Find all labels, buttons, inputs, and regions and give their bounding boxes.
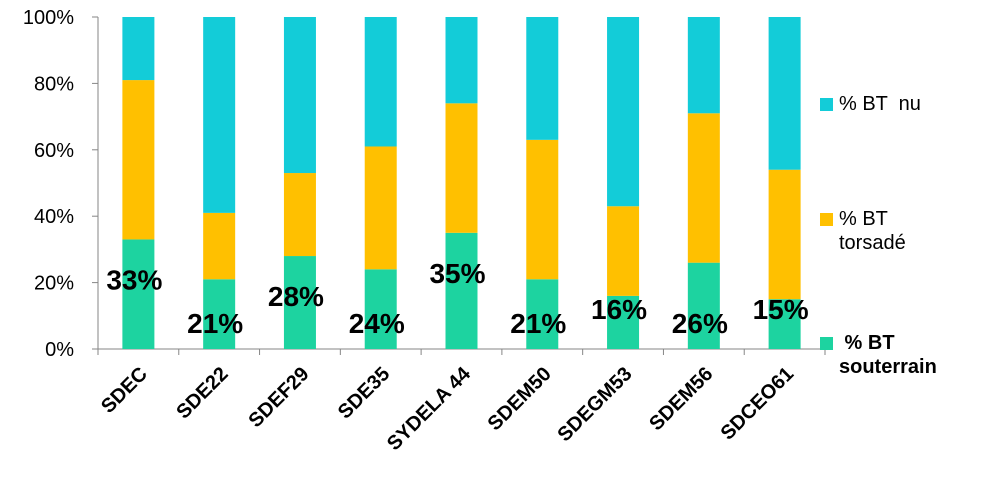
bar-segment-nu xyxy=(768,17,801,170)
y-tick-label: 20% xyxy=(34,273,74,295)
bar-segment-torsade xyxy=(364,146,397,270)
bar-segment-torsade xyxy=(526,139,559,280)
bar-segment-nu xyxy=(364,17,397,147)
legend-label-bt-torsade: % BT torsadé xyxy=(839,208,906,254)
data-labels: 33% 21% 28% 24% 35% 21% 16% 26% 15% xyxy=(106,258,808,339)
bar-segment-souterrain xyxy=(607,295,640,349)
x-tick-label: SDE22 xyxy=(172,363,232,423)
legend-item-bt-torsade: % BT torsadé xyxy=(820,207,906,255)
data-label: 28% xyxy=(268,281,324,312)
x-tick-label: SDEF29 xyxy=(244,363,313,432)
bar-segment-souterrain xyxy=(122,239,155,349)
y-tick-label: 100% xyxy=(23,7,74,29)
data-label: 26% xyxy=(672,308,728,339)
bar-segment-souterrain xyxy=(283,256,316,349)
bar-segment-torsade xyxy=(203,212,236,280)
legend-label-bt-souterrain: % BT souterrain xyxy=(839,332,937,378)
x-tick-label: SDEC xyxy=(97,363,152,418)
x-tick-label: SDE35 xyxy=(334,363,394,423)
data-label: 15% xyxy=(753,294,809,325)
bar-segment-souterrain xyxy=(526,279,559,349)
data-label: 21% xyxy=(187,308,243,339)
x-tick-label: SDEGM53 xyxy=(553,363,636,446)
x-tick-label: SYDELA 44 xyxy=(383,362,476,455)
legend-swatch-bt-torsade xyxy=(820,213,833,226)
data-label: 16% xyxy=(591,294,647,325)
bar-segment-torsade xyxy=(283,173,316,257)
y-tick-label: 40% xyxy=(34,206,74,228)
bars xyxy=(122,17,801,349)
y-tick-label: 60% xyxy=(34,140,74,162)
bar-segment-nu xyxy=(445,17,478,104)
bar-segment-nu xyxy=(122,17,155,81)
bar-segment-torsade xyxy=(607,206,640,296)
bar-segment-torsade xyxy=(768,169,801,300)
bar-segment-nu xyxy=(607,17,640,207)
legend: % BT nu % BT torsadé % BT souterrain xyxy=(820,0,1005,482)
legend-label-bt-nu: % BT nu xyxy=(839,93,921,115)
x-tick-label: SDCEO61 xyxy=(717,363,799,445)
y-tick-label: 80% xyxy=(34,73,74,95)
legend-swatch-bt-souterrain xyxy=(820,337,833,350)
y-tick-label: 0% xyxy=(45,339,74,361)
bar-segment-nu xyxy=(283,17,316,174)
y-tick-labels: 0% 20% 40% 60% 80% 100% xyxy=(23,7,74,361)
bar-segment-souterrain xyxy=(203,279,236,349)
data-label: 24% xyxy=(349,308,405,339)
legend-item-bt-souterrain: % BT souterrain xyxy=(820,331,937,379)
bar-segment-torsade xyxy=(687,113,720,263)
data-label: 33% xyxy=(106,264,162,295)
bar-segment-souterrain xyxy=(445,232,478,349)
bar-segment-souterrain xyxy=(768,299,801,349)
bar-segment-souterrain xyxy=(364,269,397,349)
legend-item-bt-nu: % BT nu xyxy=(820,92,921,116)
x-tick-label: SDEM50 xyxy=(484,363,556,435)
bar-segment-torsade xyxy=(445,103,478,233)
bar-segment-nu xyxy=(526,17,559,140)
bar-segment-torsade xyxy=(122,80,155,240)
bar-segment-souterrain xyxy=(687,262,720,349)
bar-segment-nu xyxy=(687,17,720,114)
legend-swatch-bt-nu xyxy=(820,98,833,111)
data-label: 35% xyxy=(429,258,485,289)
bar-segment-nu xyxy=(203,17,236,213)
data-label: 21% xyxy=(510,308,566,339)
x-tick-label: SDEM56 xyxy=(645,363,717,435)
